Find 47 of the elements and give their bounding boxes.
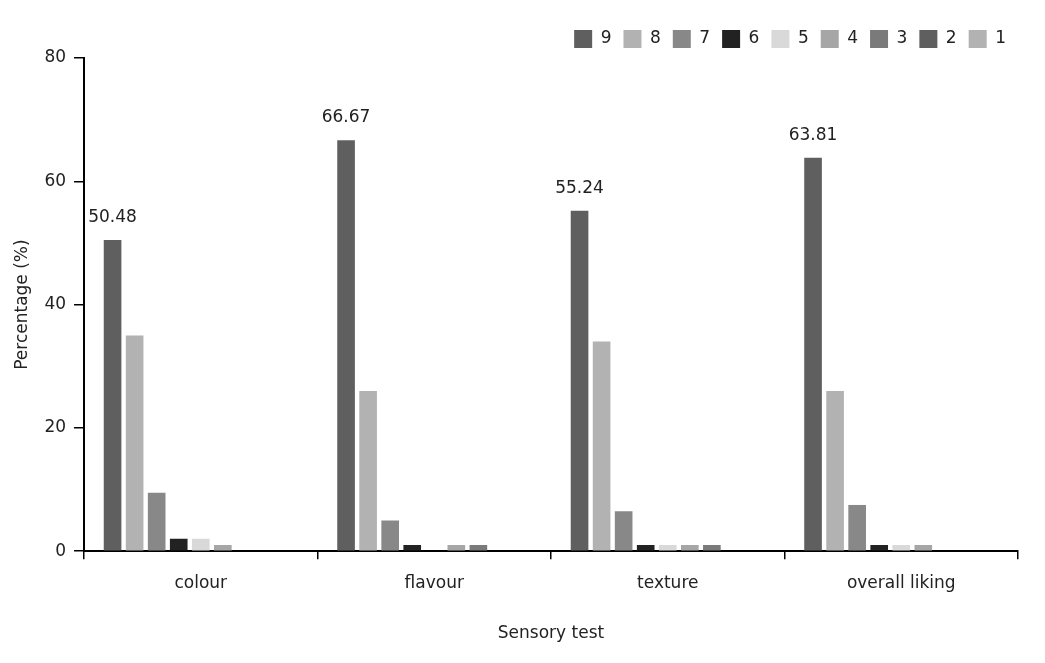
bar bbox=[570, 210, 589, 551]
legend-label: 6 bbox=[748, 27, 760, 48]
bar bbox=[658, 545, 677, 551]
bar bbox=[914, 545, 933, 551]
legend-label: 4 bbox=[847, 27, 859, 48]
x-tick-label: flavour bbox=[404, 571, 464, 592]
data-label: 50.48 bbox=[88, 205, 137, 226]
bar bbox=[614, 511, 633, 551]
bar bbox=[191, 538, 210, 551]
bar bbox=[103, 239, 122, 551]
legend-label: 8 bbox=[649, 27, 661, 48]
x-axis-title: Sensory test bbox=[497, 622, 605, 643]
data-label: 55.24 bbox=[555, 176, 604, 197]
x-tick-label: texture bbox=[637, 571, 699, 592]
legend-label: 5 bbox=[797, 27, 809, 48]
y-tick-label: 0 bbox=[55, 539, 67, 560]
bar bbox=[892, 545, 911, 551]
legend-label: 3 bbox=[896, 27, 908, 48]
bar bbox=[125, 335, 144, 551]
y-tick-label: 20 bbox=[44, 416, 67, 437]
data-label: 66.67 bbox=[321, 106, 371, 127]
bar bbox=[848, 504, 866, 551]
y-axis-title: Percentage (%) bbox=[10, 239, 31, 370]
data-label: 63.81 bbox=[788, 123, 838, 144]
y-tick-label: 80 bbox=[44, 46, 67, 67]
bar bbox=[359, 390, 377, 551]
bar bbox=[804, 157, 822, 551]
x-tick-label: colour bbox=[174, 571, 228, 592]
y-tick-label: 60 bbox=[44, 169, 67, 190]
bar bbox=[169, 538, 188, 551]
bar bbox=[147, 492, 166, 551]
bar bbox=[214, 545, 232, 551]
y-tick-label: 40 bbox=[44, 293, 67, 314]
bar bbox=[680, 545, 699, 551]
bar bbox=[337, 140, 355, 551]
bar bbox=[826, 390, 844, 551]
legend-label: 9 bbox=[600, 27, 612, 48]
legend-label: 1 bbox=[995, 27, 1007, 48]
bar bbox=[636, 545, 655, 551]
bar bbox=[381, 520, 399, 551]
bar bbox=[703, 545, 721, 551]
bar bbox=[592, 341, 611, 551]
legend-label: 2 bbox=[945, 27, 957, 48]
legend-label: 7 bbox=[699, 27, 711, 48]
x-tick-label: overall liking bbox=[846, 571, 956, 592]
bar bbox=[870, 545, 889, 551]
bar bbox=[403, 545, 422, 551]
